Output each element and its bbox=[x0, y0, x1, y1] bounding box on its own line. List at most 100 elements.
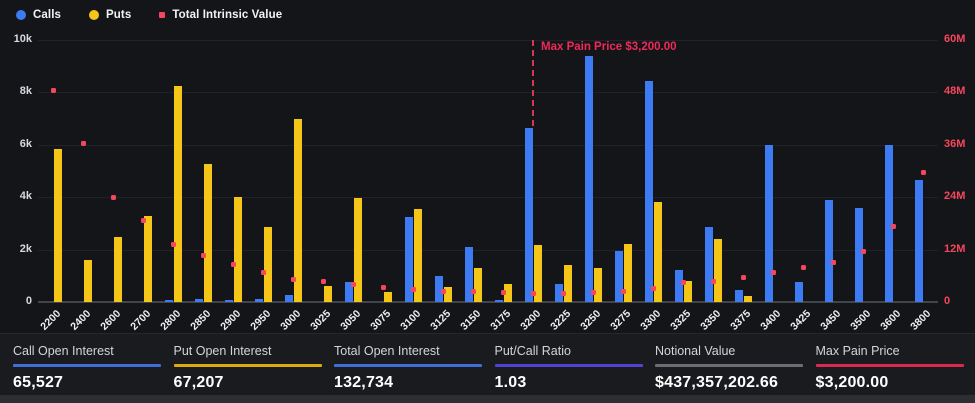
gridline bbox=[38, 249, 938, 251]
stat-value: 1.03 bbox=[494, 374, 527, 391]
x-axis-tick: 3400 bbox=[758, 307, 784, 333]
legend-item-calls[interactable]: Calls bbox=[16, 9, 61, 21]
intrinsic-value-point bbox=[530, 290, 536, 296]
calls-bar bbox=[344, 282, 353, 302]
intrinsic-value-point bbox=[380, 284, 386, 290]
stat-underline bbox=[655, 364, 803, 367]
legend-square-icon bbox=[159, 12, 166, 18]
x-axis-tick: 2800 bbox=[158, 307, 184, 333]
puts-bar bbox=[593, 268, 602, 302]
legend-label: Total Intrinsic Value bbox=[172, 9, 283, 21]
y-axis-left-tick: 2k bbox=[19, 242, 32, 255]
x-axis-tick: 3075 bbox=[368, 307, 394, 333]
intrinsic-value-point bbox=[500, 290, 506, 296]
puts-bar bbox=[383, 292, 392, 302]
intrinsic-value-point bbox=[770, 270, 776, 276]
intrinsic-value-point bbox=[50, 88, 56, 94]
puts-bar bbox=[53, 148, 62, 302]
puts-bar bbox=[533, 244, 542, 302]
puts-bar bbox=[113, 236, 122, 302]
x-axis-tick: 3250 bbox=[578, 307, 604, 333]
stat-underline bbox=[173, 364, 322, 367]
x-axis-tick: 3600 bbox=[878, 307, 904, 333]
stat-label: Call Open Interest bbox=[13, 344, 114, 358]
puts-bar bbox=[143, 215, 152, 302]
intrinsic-value-point bbox=[920, 170, 926, 176]
y-axis-right-tick: 0 bbox=[944, 295, 951, 307]
puts-bar bbox=[83, 260, 92, 302]
x-axis-tick: 3125 bbox=[428, 307, 454, 333]
y-axis-left-tick: 0 bbox=[25, 295, 32, 307]
intrinsic-value-point bbox=[110, 194, 116, 200]
calls-bar bbox=[734, 290, 743, 302]
y-axis-left-tick: 4k bbox=[19, 190, 32, 203]
calls-bar bbox=[644, 81, 653, 302]
puts-bar bbox=[713, 238, 722, 302]
calls-bar bbox=[284, 294, 293, 302]
x-axis-tick: 3275 bbox=[608, 307, 634, 333]
puts-bar bbox=[203, 164, 212, 302]
x-axis-tick: 3050 bbox=[338, 307, 364, 333]
stat-label: Notional Value bbox=[655, 344, 736, 358]
puts-bar bbox=[743, 295, 752, 302]
stat-underline bbox=[13, 364, 161, 367]
y-axis-right-tick: 36M bbox=[944, 137, 966, 150]
gridline bbox=[38, 197, 938, 199]
plot-area: 0 0 2k 12M 4k 24M 6k 36M 8k 48M 10k 60M 2200 2400 2600… bbox=[14, 33, 966, 333]
x-axis-tick: 3800 bbox=[908, 307, 934, 333]
calls-bar bbox=[164, 299, 173, 302]
y-axis-right-tick: 24M bbox=[944, 190, 966, 203]
puts-bar bbox=[323, 285, 332, 302]
intrinsic-value-point bbox=[470, 289, 476, 295]
intrinsic-value-point bbox=[290, 276, 296, 282]
intrinsic-value-point bbox=[140, 218, 146, 224]
legend-item-puts[interactable]: Puts bbox=[89, 9, 131, 21]
stat-value: $437,357,202.66 bbox=[655, 374, 779, 391]
x-axis-line bbox=[38, 301, 938, 303]
x-axis-tick: 2400 bbox=[68, 307, 94, 333]
stat-underline bbox=[334, 364, 482, 367]
intrinsic-value-point bbox=[590, 290, 596, 296]
puts-bar bbox=[263, 226, 272, 302]
puts-bar bbox=[413, 209, 422, 302]
stat-label: Put/Call Ratio bbox=[494, 344, 571, 358]
puts-bar bbox=[173, 85, 182, 302]
x-axis-tick: 3200 bbox=[518, 307, 544, 333]
intrinsic-value-point bbox=[560, 291, 566, 297]
x-axis-tick: 3300 bbox=[638, 307, 664, 333]
y-axis-right-tick: 48M bbox=[944, 85, 966, 98]
y-axis-left-tick: 8k bbox=[19, 85, 32, 98]
calls-bar bbox=[854, 207, 863, 302]
stat-underline bbox=[815, 364, 964, 367]
x-axis-tick: 3025 bbox=[308, 307, 334, 333]
intrinsic-value-point bbox=[680, 279, 686, 285]
puts-bar bbox=[683, 281, 692, 302]
gridline bbox=[38, 92, 938, 94]
x-axis-tick: 3375 bbox=[728, 307, 754, 333]
x-axis-tick: 2600 bbox=[98, 307, 124, 333]
calls-bar bbox=[584, 55, 593, 302]
max-pain-dashed-line bbox=[532, 40, 534, 126]
calls-bar bbox=[404, 216, 413, 302]
legend-circle-icon bbox=[89, 10, 99, 20]
puts-bar bbox=[563, 264, 572, 302]
stat-underline bbox=[494, 364, 643, 367]
horizontal-scrollbar[interactable] bbox=[0, 395, 975, 403]
gridline bbox=[38, 144, 938, 146]
calls-bar bbox=[554, 283, 563, 302]
puts-bar bbox=[503, 283, 512, 302]
legend-item-total-intrinsic-value[interactable]: Total Intrinsic Value bbox=[159, 9, 282, 21]
calls-bar bbox=[884, 144, 893, 302]
calls-bar bbox=[194, 298, 203, 302]
intrinsic-value-point bbox=[260, 270, 266, 276]
x-axis-tick: 3100 bbox=[398, 307, 424, 333]
intrinsic-value-point bbox=[860, 249, 866, 255]
stat-total-open-interest: Total Open Interest 132,734 bbox=[334, 344, 495, 395]
x-axis-tick: 3450 bbox=[818, 307, 844, 333]
x-axis-tick: 3325 bbox=[668, 307, 694, 333]
calls-bar bbox=[614, 250, 623, 302]
x-axis-tick: 3175 bbox=[488, 307, 514, 333]
intrinsic-value-point bbox=[170, 242, 176, 248]
y-axis-left-tick: 10k bbox=[13, 33, 32, 45]
stat-max-pain-price: Max Pain Price $3,200.00 bbox=[815, 344, 975, 395]
